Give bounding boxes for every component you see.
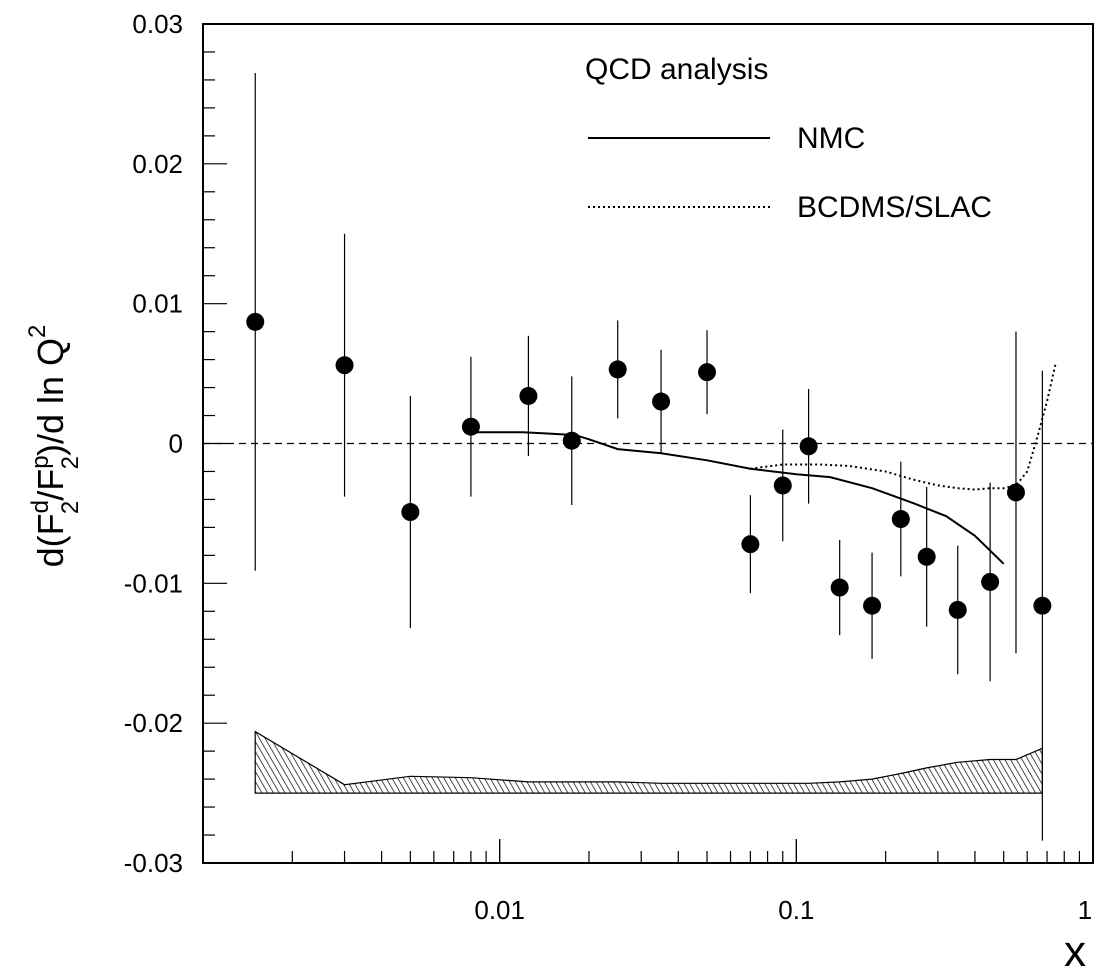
data-point-10 xyxy=(741,535,760,554)
data-point-12 xyxy=(799,437,818,456)
curve-nmc xyxy=(470,431,1005,565)
data-point-14 xyxy=(863,596,882,615)
y-tick-label: 0 xyxy=(169,429,183,459)
legend-label-bcdms-slac: BCDMS/SLAC xyxy=(797,191,992,224)
data-point-20 xyxy=(1033,596,1052,615)
curve-bcdms-slac xyxy=(750,362,1057,491)
data-points-layer xyxy=(246,72,1052,841)
data-point-18 xyxy=(981,572,1000,591)
data-point-15 xyxy=(891,510,910,529)
data-point-19 xyxy=(1006,483,1025,502)
x-tick-label: 1 xyxy=(1078,895,1092,925)
data-point-2 xyxy=(335,356,354,375)
data-point-3 xyxy=(401,503,420,522)
data-point-4 xyxy=(461,417,480,436)
y-tick-label: -0.02 xyxy=(124,708,183,738)
data-point-17 xyxy=(948,600,967,619)
data-point-9 xyxy=(698,363,717,382)
x-axis-title: x xyxy=(1064,927,1086,972)
y-tick-label: -0.03 xyxy=(124,848,183,878)
systematic-band-layer xyxy=(254,730,1043,794)
axis-layer: 0.03 0.02 0.01 0 -0.01 -0.02 -0.03 0.01 0.1 1 xyxy=(124,9,1094,925)
data-point-13 xyxy=(830,578,849,597)
data-point-7 xyxy=(608,360,627,379)
y-tick-label: -0.01 xyxy=(124,568,183,598)
y-axis-title: d(Fd 2/Fp 2)/d ln Q2 xyxy=(24,325,84,568)
data-point-16 xyxy=(917,547,936,566)
legend-label-nmc: NMC xyxy=(797,122,865,155)
x-tick-label: 0.1 xyxy=(778,895,814,925)
data-point-1 xyxy=(246,312,265,331)
data-point-8 xyxy=(652,392,671,411)
systematic-error-band xyxy=(254,730,1043,794)
data-point-5 xyxy=(519,386,538,405)
legend-title: QCD analysis xyxy=(585,53,768,86)
data-point-11 xyxy=(773,476,792,495)
x-tick-label: 0.01 xyxy=(474,895,525,925)
data-point-6 xyxy=(562,431,581,450)
y-tick-label: 0.03 xyxy=(132,9,183,39)
y-tick-label: 0.01 xyxy=(132,289,183,319)
curve-layer xyxy=(470,362,1057,565)
y-tick-label: 0.02 xyxy=(132,149,183,179)
